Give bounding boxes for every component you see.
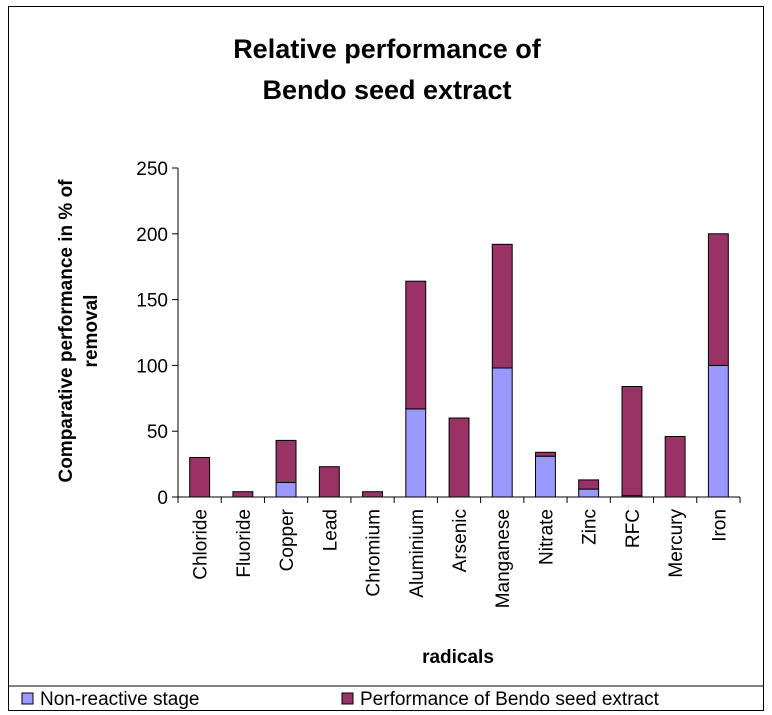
bar-zinc-series-2 bbox=[578, 479, 600, 490]
bar-iron-series-1 bbox=[707, 364, 729, 498]
x-tick-label-fluoride: Fluoride bbox=[234, 509, 255, 578]
y-axis-title-line-1: Comparative performance in % of bbox=[56, 179, 77, 483]
x-ticks-group: Chloride Fluoride Copper Lead Chromium Alumin… bbox=[177, 497, 741, 608]
y-tick-label: 200 bbox=[136, 225, 168, 246]
bar-copper-series-2 bbox=[275, 439, 297, 483]
x-tick-label-mercury: Mercury bbox=[666, 509, 687, 578]
bar-nitrate-series-1 bbox=[535, 455, 556, 498]
x-tick-label-chloride: Chloride bbox=[191, 509, 212, 580]
bar-nitrate-series-2 bbox=[535, 451, 556, 457]
bars-group bbox=[189, 233, 729, 498]
bar-lead-series-2 bbox=[318, 466, 340, 498]
legend-label-bendo: Performance of Bendo seed extract bbox=[360, 689, 660, 710]
chart-frame bbox=[8, 6, 764, 711]
x-tick-label-arsenic: Arsenic bbox=[450, 509, 471, 572]
y-ticks-group: 0 50 100 150 200 250 bbox=[136, 159, 178, 509]
y-axis-title-group: Comparative performance in % of removal bbox=[56, 179, 102, 483]
chart-title-line-2: Bendo seed extract bbox=[262, 75, 511, 105]
x-tick-label-aluminium: Aluminium bbox=[407, 509, 428, 598]
y-tick-label: 100 bbox=[136, 356, 168, 377]
x-tick-label-lead: Lead bbox=[320, 509, 341, 551]
x-tick-label-copper: Copper bbox=[277, 508, 298, 571]
y-tick-label: 0 bbox=[157, 488, 168, 509]
bar-iron-series-2 bbox=[707, 233, 729, 366]
bar-rfc-series-2 bbox=[621, 386, 643, 497]
legend-label-non-reactive: Non-reactive stage bbox=[40, 689, 199, 710]
x-tick-label-manganese: Manganese bbox=[493, 509, 514, 608]
x-tick-label-zinc: Zinc bbox=[580, 509, 601, 545]
y-tick-label: 50 bbox=[147, 422, 168, 443]
bar-chromium-series-2 bbox=[362, 491, 384, 498]
x-tick-label-iron: Iron bbox=[709, 509, 730, 542]
legend-swatch-bendo bbox=[341, 692, 354, 705]
x-tick-label-nitrate: Nitrate bbox=[537, 509, 558, 565]
bar-arsenic-series-2 bbox=[448, 417, 470, 498]
y-axis-title-line-2: removal bbox=[81, 295, 102, 368]
x-tick-label-chromium: Chromium bbox=[364, 509, 385, 597]
bar-mercury-series-2 bbox=[664, 436, 686, 498]
y-tick-label: 250 bbox=[136, 159, 168, 180]
bar-manganese-series-1 bbox=[491, 367, 513, 498]
bar-zinc-series-1 bbox=[578, 488, 600, 498]
x-axis-title: radicals bbox=[422, 647, 494, 668]
bar-aluminium-series-1 bbox=[405, 408, 427, 498]
legend-swatch-non-reactive bbox=[21, 692, 34, 705]
bar-chloride-series-2 bbox=[189, 457, 211, 498]
axes-group bbox=[177, 168, 740, 498]
y-tick-label: 150 bbox=[136, 291, 168, 312]
chart-title-line-1: Relative performance of bbox=[233, 34, 542, 64]
legend: Non-reactive stage Performance of Bendo … bbox=[8, 685, 764, 710]
bar-fluoride-series-2 bbox=[232, 491, 254, 498]
bar-copper-series-1 bbox=[275, 482, 297, 498]
x-tick-label-rfc: RFC bbox=[623, 509, 644, 548]
bar-manganese-series-2 bbox=[491, 243, 513, 369]
bar-aluminium-series-2 bbox=[405, 280, 427, 410]
